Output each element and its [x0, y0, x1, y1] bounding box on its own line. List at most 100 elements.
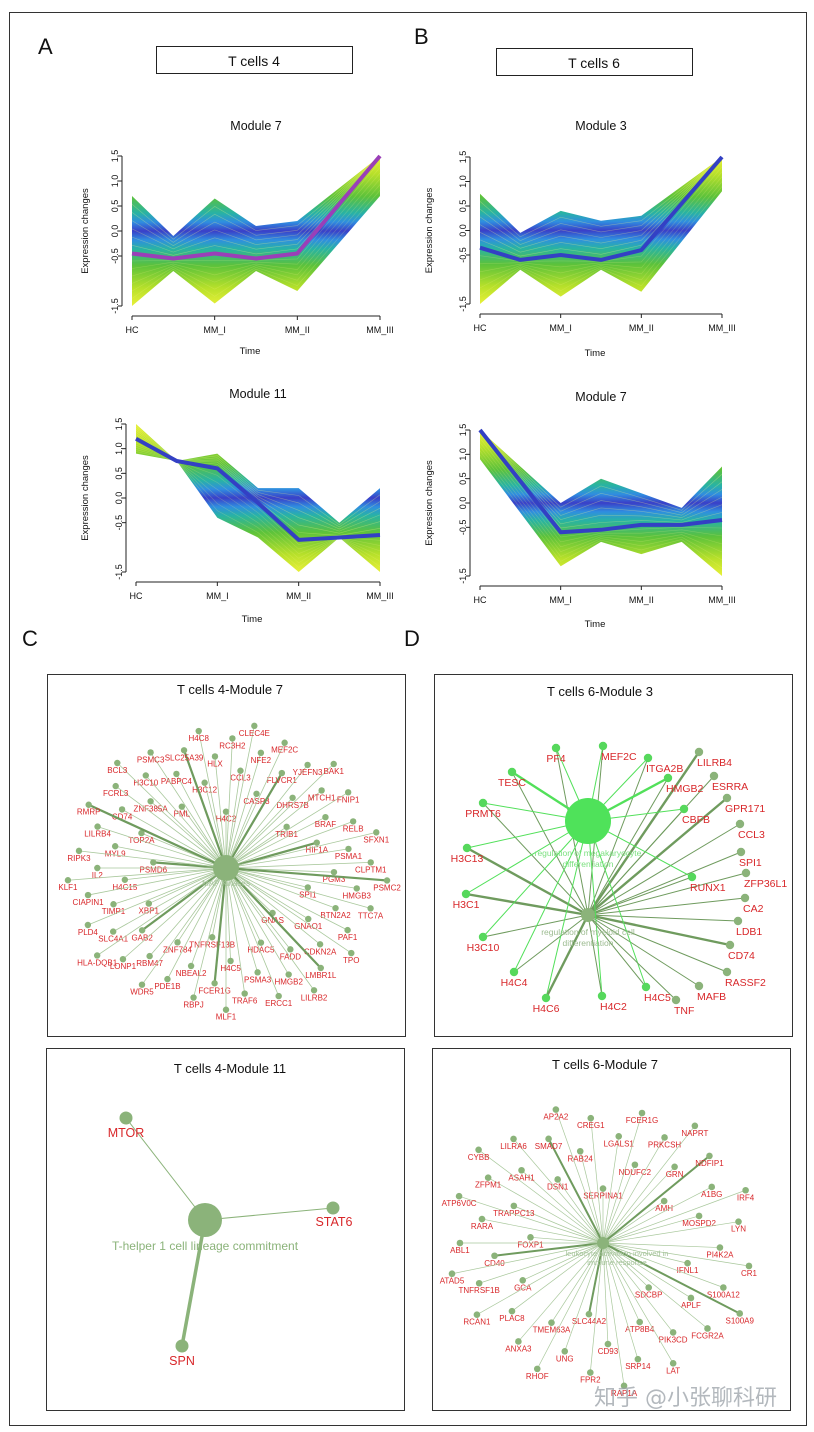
expression-strand: [479, 181, 723, 289]
gene-label: IRF4: [737, 1193, 755, 1202]
gene-node: [733, 916, 743, 926]
gene-node: [222, 1006, 230, 1013]
y-tick-label: 1.0: [458, 448, 468, 461]
gene-node: [475, 1279, 483, 1287]
network-d2-title: T cells 6-Module 7: [552, 1057, 658, 1072]
gene-label: ESRRA: [712, 781, 748, 793]
gene-label: AMH: [655, 1204, 673, 1213]
gene-label: NDUFC2: [619, 1168, 652, 1177]
edge: [587, 914, 700, 987]
gene-node: [257, 749, 265, 757]
watermark: 知乎 @小张聊科研: [594, 1386, 777, 1411]
panel-letter-a: A: [38, 34, 53, 59]
edge: [602, 1242, 688, 1264]
edge: [225, 725, 255, 869]
gene-node: [111, 843, 119, 850]
edge: [544, 914, 590, 999]
gene-label: ASAH1: [508, 1173, 535, 1182]
edge: [458, 1195, 604, 1244]
edge: [78, 850, 227, 869]
gene-label: CLPTM1: [355, 865, 387, 874]
edge: [115, 845, 227, 869]
edge: [587, 914, 677, 1001]
gene-node: [64, 877, 72, 884]
x-tick-label: MM_III: [708, 323, 736, 333]
gene-node: [304, 884, 312, 891]
gene-node: [289, 794, 296, 801]
gene-label: GNAO1: [294, 922, 323, 931]
gene-node: [669, 1360, 677, 1367]
gene-label: PML: [174, 810, 191, 819]
gene-node: [84, 891, 92, 899]
y-tick-label: -1.5: [110, 298, 120, 314]
gene-label: PLAC8: [499, 1314, 525, 1323]
gene-label: CREG1: [577, 1121, 605, 1130]
edge: [482, 820, 589, 938]
gene-node: [118, 806, 126, 813]
edge: [87, 867, 227, 896]
gene-label: ZFP36L1: [744, 878, 787, 890]
gene-label: PSMA3: [244, 975, 272, 984]
edge: [225, 821, 354, 869]
gene-label: CIAPIN1: [72, 898, 104, 907]
edge: [587, 820, 647, 988]
edge: [587, 876, 693, 916]
gene-node: [318, 787, 325, 794]
expression-strand: [479, 156, 723, 253]
edge: [602, 1221, 739, 1244]
edge: [225, 867, 291, 950]
hub-node: [581, 908, 595, 922]
gene-node: [201, 779, 208, 786]
x-tick-label: MM_III: [708, 595, 736, 605]
gene-node: [599, 1185, 607, 1192]
gene-label: ANXA3: [505, 1344, 532, 1353]
edge: [587, 820, 603, 997]
x-tick-label: MM_I: [549, 323, 572, 333]
expression-strand: [131, 155, 381, 250]
chart-t4-module7: Module 7 1.5 1.0 0.5 0.0 -0.5 -1.5 HC MM_I MM_II M…: [80, 119, 394, 357]
gene-node: [527, 1234, 534, 1241]
gene-node: [551, 743, 561, 753]
hub-node: [213, 855, 239, 881]
network-d1-frame: [434, 674, 793, 1037]
gene-label: PSMC3: [137, 755, 165, 764]
gene-node: [383, 877, 391, 884]
gene-label: CCL3: [230, 774, 251, 783]
edge: [587, 751, 700, 916]
gene-node: [222, 808, 230, 815]
edge: [602, 1242, 609, 1345]
gene-label: RC3H2: [219, 741, 246, 750]
edge: [115, 785, 227, 869]
edge: [602, 1215, 700, 1244]
gene-label: ZNF385A: [133, 804, 168, 813]
edge: [214, 756, 227, 869]
edge: [225, 752, 262, 869]
edge: [190, 867, 227, 967]
gene-label: RCAN1: [463, 1318, 491, 1327]
expression-strand: [131, 155, 381, 240]
gene-label: HLA-DQB1: [77, 958, 118, 967]
gene-label: PGM3: [323, 875, 346, 884]
edge: [225, 867, 336, 909]
gene-node: [736, 1310, 744, 1317]
gene-label: RARA: [471, 1222, 494, 1231]
edge: [225, 816, 326, 869]
gene-label: PRMT6: [465, 808, 501, 820]
gene-label: BTN2A2: [320, 911, 351, 920]
gene-node: [227, 957, 234, 965]
edge: [545, 820, 589, 999]
edge: [204, 1207, 334, 1221]
gene-node: [552, 1106, 560, 1113]
panel-letter-c: C: [22, 626, 38, 651]
gene-label: YJEFN3: [293, 768, 323, 777]
gene-node: [313, 839, 320, 846]
gene-node: [740, 893, 750, 903]
edge: [602, 1242, 649, 1288]
edge: [225, 790, 322, 869]
gene-node: [275, 992, 282, 1000]
gene-label: LMBR1L: [305, 971, 337, 980]
gene-label: CD40: [484, 1259, 505, 1268]
hub-label: differentiation: [563, 859, 614, 869]
edge: [225, 742, 285, 869]
gene-label: FCER1G: [626, 1116, 658, 1125]
